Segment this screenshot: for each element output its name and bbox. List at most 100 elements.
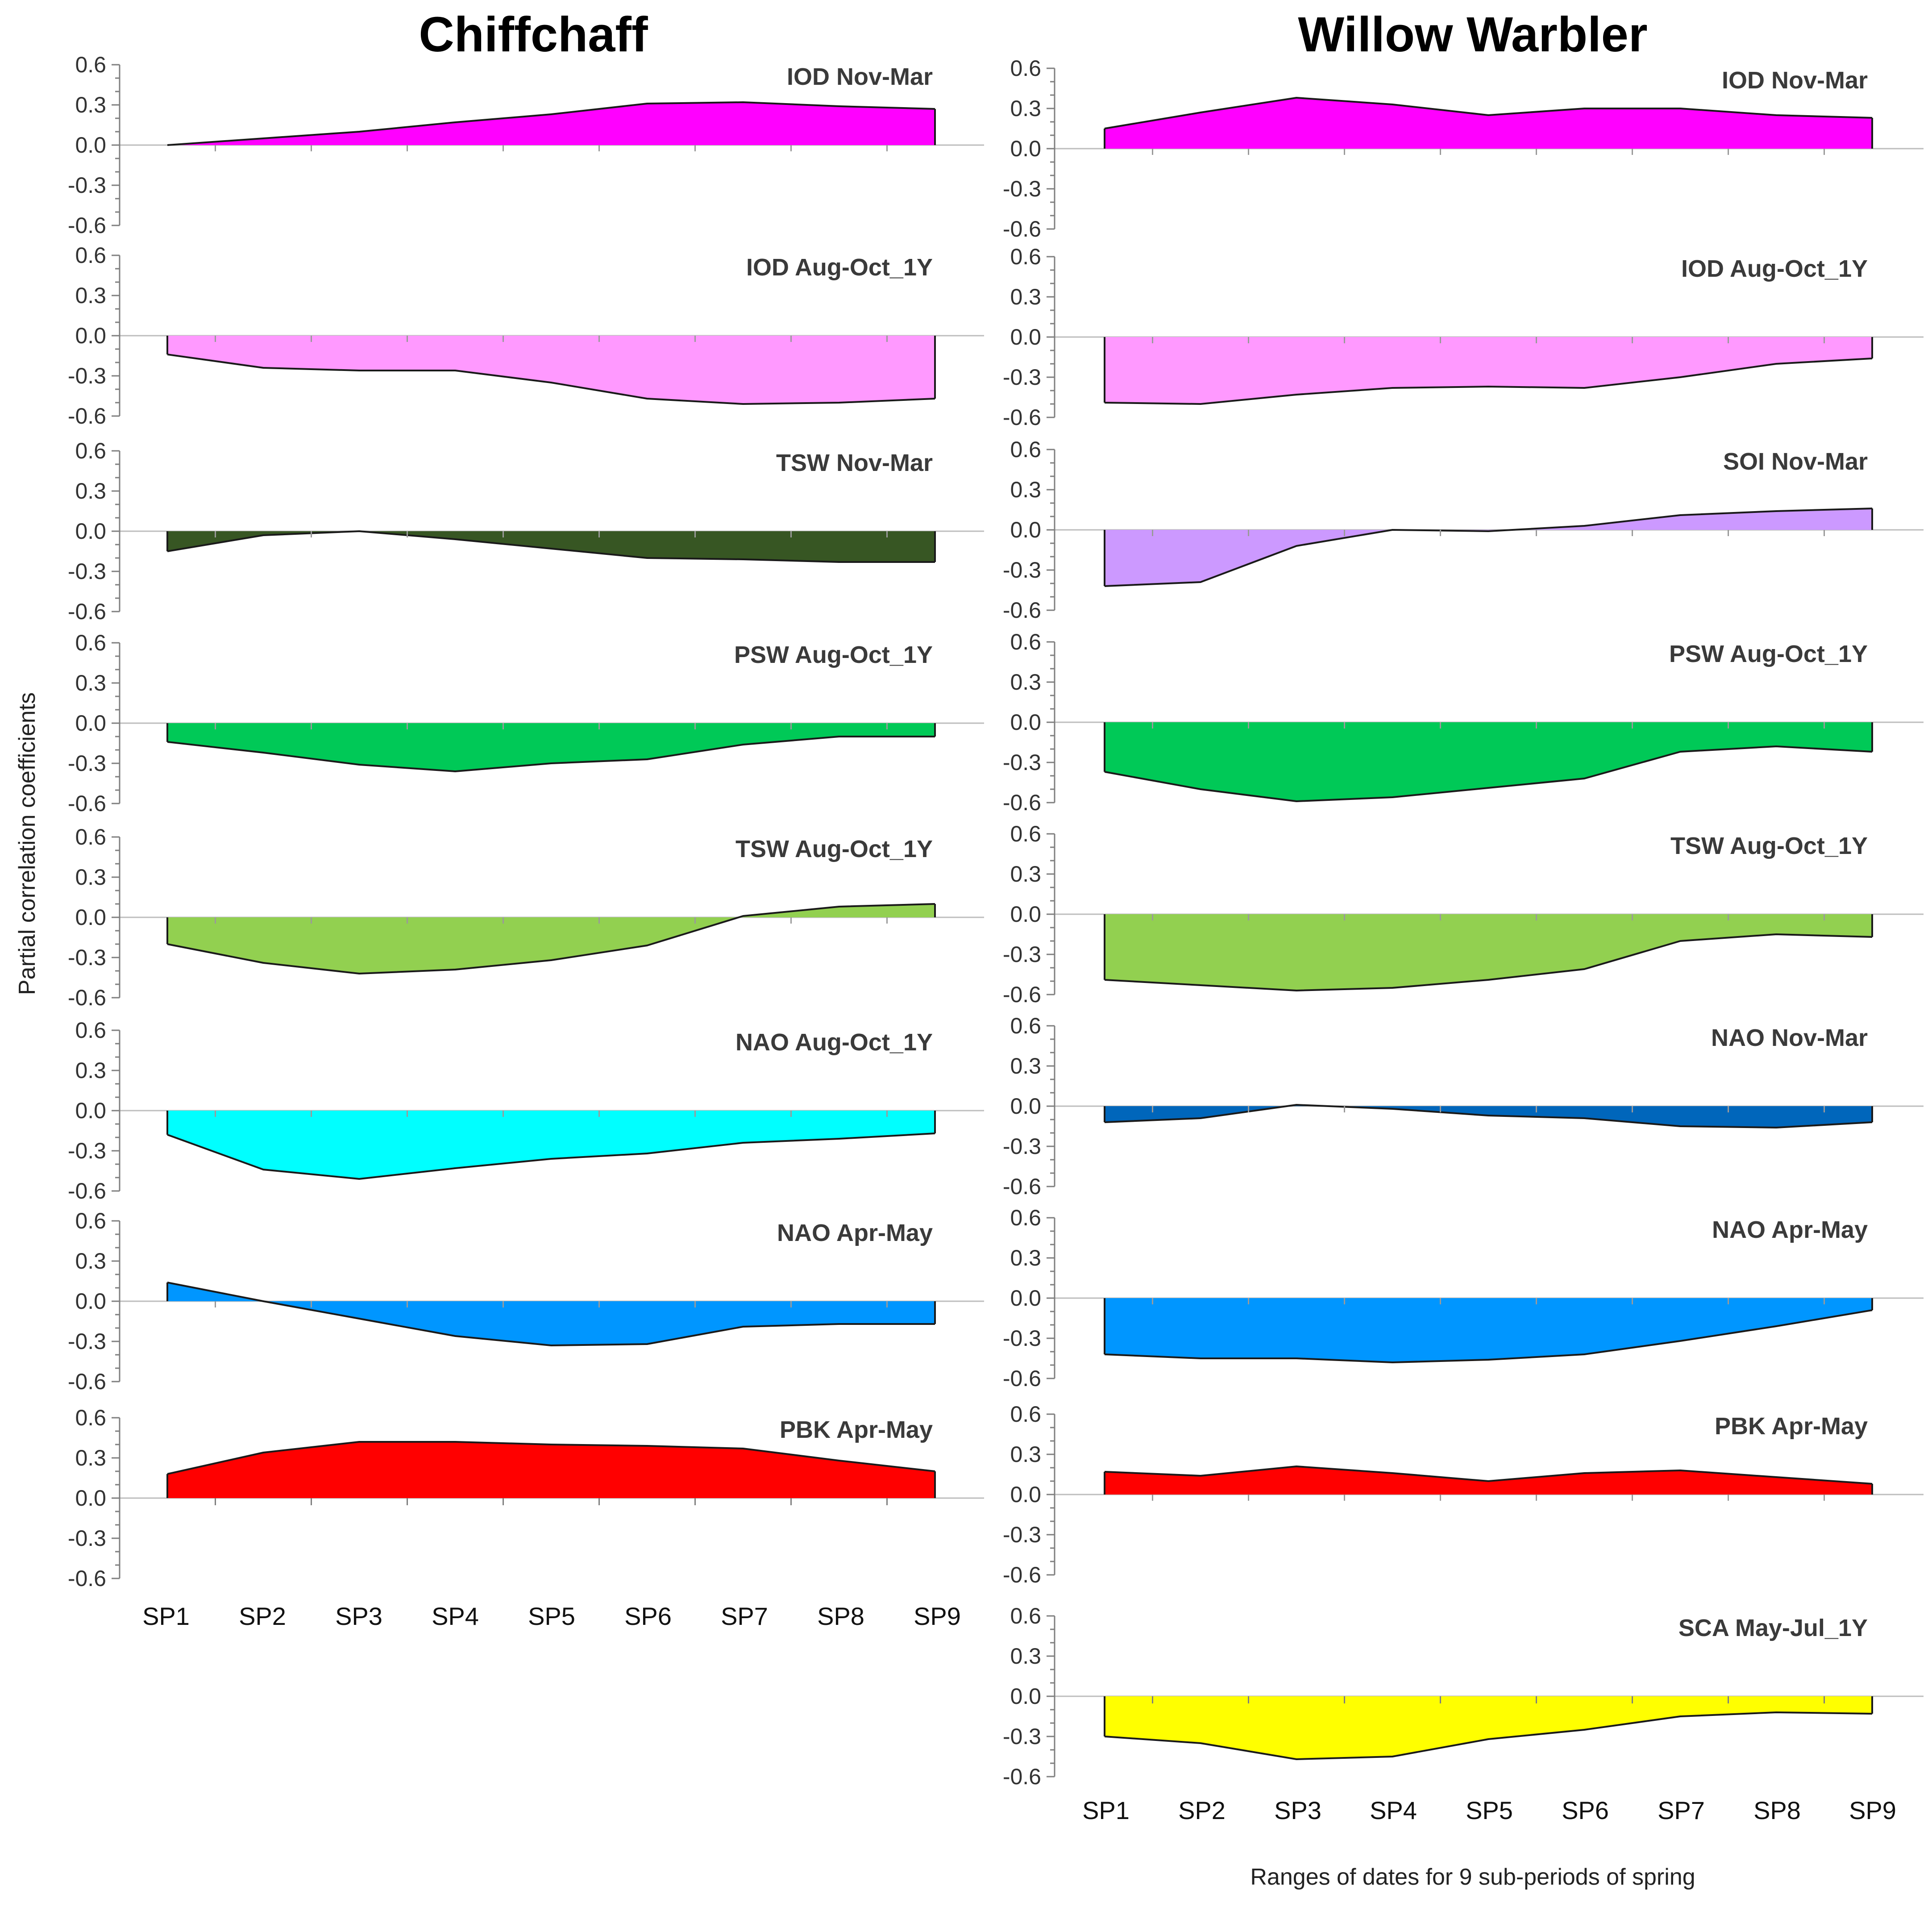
y-tick-label: 0.6 <box>1010 629 1041 654</box>
panel-pbk-apr-may: 0.6 0.3 0.0 -0.3 -0.6 PBK Apr-May SP1 SP2 SP3 SP4… <box>68 1405 984 1630</box>
y-tick-label: 0.6 <box>75 824 106 849</box>
panel-label: NAO Nov-Mar <box>1711 1024 1868 1051</box>
y-tick-label: 0.6 <box>1010 244 1041 269</box>
series-line <box>167 354 935 405</box>
y-tick-label: 0.3 <box>1010 670 1041 695</box>
y-tick-label: 0.3 <box>75 1249 106 1274</box>
y-tick-label: 0.6 <box>75 1208 106 1233</box>
y-tick-label: -0.6 <box>1003 1174 1041 1199</box>
series-area <box>167 102 935 145</box>
y-tick-label: -0.6 <box>68 599 106 624</box>
y-tick-label: 0.3 <box>75 865 106 890</box>
column-willow-warbler: 0.6 0.3 0.0 -0.3 -0.6 IOD Nov-Mar 0.6 0.3 0.0 -0.… <box>1003 56 1924 1824</box>
panel-label: TSW Aug-Oct_1Y <box>1670 833 1868 859</box>
y-tick-label: 0.0 <box>75 1486 106 1511</box>
y-tick-label: -0.3 <box>68 1329 106 1354</box>
x-tick-label: SP9 <box>914 1602 961 1630</box>
y-tick-label: -0.6 <box>68 1369 106 1394</box>
y-tick-label: 0.6 <box>1010 821 1041 846</box>
y-tick-label: 0.6 <box>75 243 106 268</box>
y-tick-label: 0.3 <box>75 283 106 308</box>
series-area <box>167 531 935 562</box>
y-tick-label: 0.6 <box>75 52 106 77</box>
y-tick-label: -0.6 <box>68 985 106 1010</box>
panel-tsw-aug-oct-1y: 0.6 0.3 0.0 -0.3 -0.6 TSW Aug-Oct_1Y <box>68 824 984 1010</box>
chiffchaff-title: Chiffchaff <box>419 7 648 62</box>
y-tick-label: -0.6 <box>1003 1366 1041 1391</box>
y-tick-label: -0.3 <box>68 559 106 584</box>
panel-tsw-nov-mar: 0.6 0.3 0.0 -0.3 -0.6 TSW Nov-Mar <box>68 438 984 624</box>
series-line <box>167 736 935 772</box>
y-tick-label: -0.6 <box>68 1566 106 1591</box>
series-area <box>1105 337 1872 404</box>
y-tick-label: -0.6 <box>1003 216 1041 241</box>
y-axis-title: Partial correlation coefficients <box>14 692 40 995</box>
panel-label: NAO Apr-May <box>777 1220 933 1246</box>
y-tick-label: 0.0 <box>75 1289 106 1314</box>
panel-label: TSW Aug-Oct_1Y <box>735 836 933 862</box>
y-tick-label: -0.6 <box>68 791 106 816</box>
panel-iod-aug-oct-1y: 0.6 0.3 0.0 -0.3 -0.6 IOD Aug-Oct_1Y <box>68 243 984 429</box>
series-line <box>1104 508 1873 587</box>
y-tick-label: -0.6 <box>1003 1562 1041 1587</box>
y-tick-label: -0.3 <box>68 173 106 198</box>
y-tick-label: -0.3 <box>1003 365 1041 390</box>
series-line <box>1104 933 1873 991</box>
y-tick-label: 0.6 <box>75 438 106 463</box>
y-tick-label: 0.0 <box>75 133 106 158</box>
y-tick-label: 0.0 <box>1010 1684 1041 1709</box>
y-tick-label: 0.0 <box>1010 1286 1041 1311</box>
y-tick-label: -0.3 <box>1003 558 1041 583</box>
series-area <box>1105 1105 1872 1128</box>
y-tick-label: -0.3 <box>1003 1724 1041 1749</box>
x-tick-label: SP1 <box>1082 1796 1130 1824</box>
panel-nao-aug-oct-1y: 0.6 0.3 0.0 -0.3 -0.6 NAO Aug-Oct_1Y <box>68 1018 984 1203</box>
series-area <box>1105 1298 1872 1362</box>
y-tick-label: 0.6 <box>1010 437 1041 462</box>
y-tick-label: -0.3 <box>1003 1326 1041 1351</box>
panel-label: TSW Nov-Mar <box>776 450 933 476</box>
y-tick-label: -0.6 <box>1003 982 1041 1007</box>
panel-label: IOD Nov-Mar <box>1722 67 1868 94</box>
plots-layer: 0.6 0.3 0.0 -0.3 -0.6 IOD Nov-Mar 0.6 0.3 0.0 -0.… <box>68 52 1924 1824</box>
series-area <box>167 1442 935 1498</box>
y-tick-label: 0.3 <box>75 92 106 117</box>
panel-label: IOD Aug-Oct_1Y <box>746 254 933 281</box>
y-tick-label: -0.6 <box>68 1178 106 1203</box>
y-tick-label: 0.6 <box>75 1405 106 1430</box>
series-area <box>1105 1466 1872 1495</box>
panel-label: PSW Aug-Oct_1Y <box>1669 641 1868 667</box>
series-line <box>1104 745 1873 802</box>
series-line <box>1104 1104 1873 1128</box>
panel-label: NAO Aug-Oct_1Y <box>735 1029 933 1056</box>
y-tick-label: -0.6 <box>1003 790 1041 815</box>
x-tick-label: SP7 <box>1658 1796 1705 1824</box>
y-tick-label: -0.3 <box>1003 1522 1041 1547</box>
column-chiffchaff: 0.6 0.3 0.0 -0.3 -0.6 IOD Nov-Mar 0.6 0.3 0.0 -0.… <box>68 52 984 1630</box>
series-area <box>1105 508 1872 586</box>
panel-nao-apr-may: 0.6 0.3 0.0 -0.3 -0.6 NAO Apr-May <box>68 1208 984 1394</box>
x-tick-label: SP3 <box>1274 1796 1321 1824</box>
series-line <box>167 1282 935 1346</box>
y-tick-label: -0.6 <box>1003 405 1041 430</box>
series-area <box>1105 914 1872 991</box>
panel-iod-nov-mar: 0.6 0.3 0.0 -0.3 -0.6 IOD Nov-Mar <box>68 52 984 238</box>
x-axis-title: Ranges of dates for 9 sub-periods of spr… <box>1250 1864 1695 1890</box>
y-tick-label: 0.6 <box>75 630 106 655</box>
x-tick-label: SP2 <box>239 1602 286 1630</box>
panel-label: NAO Apr-May <box>1712 1216 1868 1243</box>
panel-pbk-apr-may: 0.6 0.3 0.0 -0.3 -0.6 PBK Apr-May <box>1003 1402 1924 1587</box>
y-tick-label: -0.3 <box>68 751 106 776</box>
y-tick-label: -0.6 <box>68 213 106 238</box>
series-area <box>167 904 935 974</box>
y-tick-label: 0.3 <box>75 670 106 695</box>
x-tick-label: SP8 <box>817 1602 864 1630</box>
series-line <box>167 1441 935 1475</box>
x-tick-label: SP5 <box>528 1602 575 1630</box>
panel-label: PBK Apr-May <box>780 1416 933 1443</box>
panel-soi-nov-mar: 0.6 0.3 0.0 -0.3 -0.6 SOI Nov-Mar <box>1003 437 1924 623</box>
x-tick-label: SP8 <box>1753 1796 1801 1824</box>
x-tick-label: SP3 <box>335 1602 382 1630</box>
panel-nao-nov-mar: 0.6 0.3 0.0 -0.3 -0.6 NAO Nov-Mar <box>1003 1013 1924 1199</box>
y-tick-label: 0.6 <box>1010 1205 1041 1230</box>
